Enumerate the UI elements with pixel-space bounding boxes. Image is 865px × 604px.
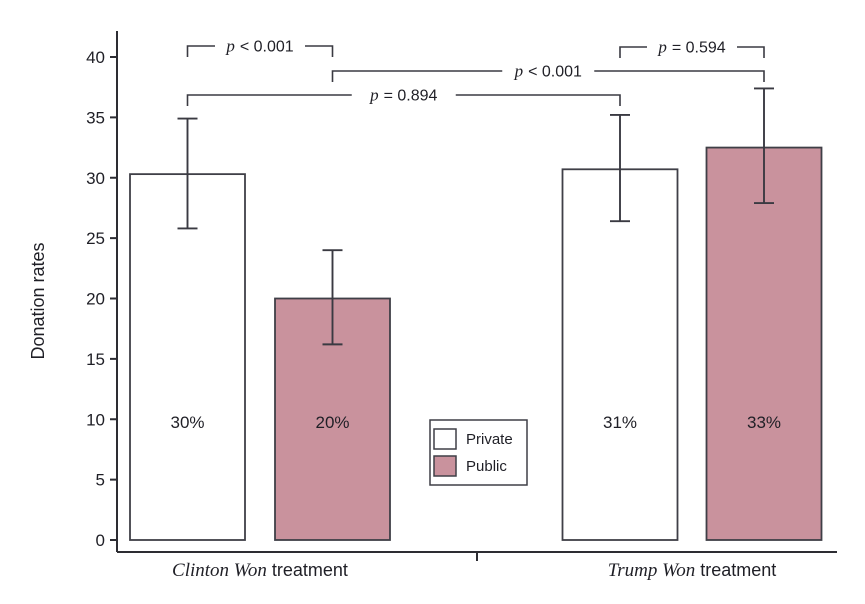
p-symbol: p: [657, 38, 667, 57]
p-value-label: p < 0.001: [225, 37, 293, 56]
p-value-label: p = 0.594: [657, 38, 725, 57]
y-tick-label: 20: [86, 290, 105, 309]
bar-trump-private: [561, 168, 679, 541]
group-label-regular-part: treatment: [700, 560, 776, 580]
x-axis-group-label: Clinton Won treatment: [172, 560, 348, 581]
y-tick-label: 10: [86, 410, 105, 429]
error-bar-clinton-private: [177, 117, 198, 230]
y-tick-label: 25: [86, 229, 105, 248]
error-bar-clinton-public: [322, 249, 343, 346]
group-label-italic-part: Trump Won: [608, 560, 695, 581]
p-value-text: = 0.594: [672, 40, 726, 57]
p-value-text: = 0.894: [384, 88, 438, 105]
group-label-regular-part: treatment: [272, 560, 348, 580]
p-symbol: p: [225, 37, 235, 56]
legend-swatch-public: [433, 455, 457, 477]
p-value-bracket: [331, 70, 765, 82]
x-axis-group-label: Trump Won treatment: [608, 560, 777, 581]
p-symbol: p: [514, 62, 524, 81]
p-value-label: p < 0.001: [514, 62, 582, 81]
legend-label: Public: [466, 458, 507, 475]
error-bar-trump-private: [610, 114, 630, 223]
y-tick-label: 35: [86, 108, 105, 127]
p-value-label: p = 0.894: [369, 86, 437, 105]
p-symbol: p: [369, 86, 379, 105]
p-value-text: < 0.001: [240, 39, 294, 56]
y-tick-label: 0: [96, 531, 105, 550]
bar-value-label: 31%: [603, 413, 637, 432]
p-value-text: < 0.001: [528, 64, 582, 81]
error-bar-trump-public: [754, 87, 774, 205]
group-label-italic-part: Clinton Won: [172, 560, 267, 581]
bar-value-label: 20%: [315, 413, 349, 432]
legend-swatch-private: [433, 428, 457, 450]
y-axis-title: Donation rates: [28, 242, 48, 359]
legend-label: Private: [466, 431, 513, 448]
bar-value-label: 33%: [747, 413, 781, 432]
p-value-bracket: [186, 94, 621, 106]
y-tick-label: 30: [86, 169, 105, 188]
bar-trump-public: [705, 146, 823, 541]
p-value-bracket: [186, 45, 334, 57]
p-value-bracket: [619, 46, 765, 58]
y-tick-label: 15: [86, 350, 105, 369]
bar-value-label: 30%: [170, 413, 204, 432]
y-tick-label: 40: [86, 48, 105, 67]
bar-clinton-private: [129, 173, 246, 541]
y-tick-label: 5: [96, 471, 105, 490]
